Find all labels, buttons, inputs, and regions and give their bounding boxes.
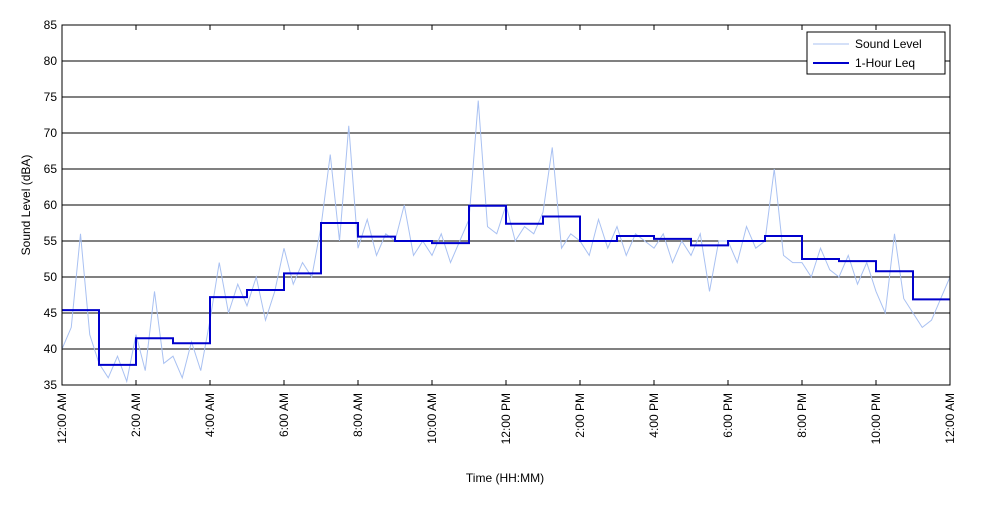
y-axis-label: Sound Level (dBA)	[19, 155, 33, 256]
x-tick-label: 8:00 PM	[795, 393, 809, 438]
y-tick-label: 85	[44, 18, 58, 32]
y-tick-label: 70	[44, 126, 58, 140]
x-tick-label: 10:00 AM	[425, 393, 439, 444]
y-tick-label: 50	[44, 270, 58, 284]
y-tick-label: 40	[44, 342, 58, 356]
y-tick-label: 75	[44, 90, 58, 104]
leq-line	[62, 204, 950, 366]
x-tick-label: 12:00 PM	[499, 393, 513, 444]
x-tick-label: 12:00 AM	[55, 393, 69, 444]
y-tick-label: 55	[44, 234, 58, 248]
y-tick-label: 60	[44, 198, 58, 212]
legend-label: 1-Hour Leq	[855, 56, 915, 70]
legend-box	[806, 31, 946, 75]
x-tick-label: 2:00 PM	[573, 393, 587, 438]
y-tick-label: 80	[44, 54, 58, 68]
x-tick-label: 6:00 AM	[277, 393, 291, 437]
plot-frame	[61, 24, 951, 386]
y-tick-label: 65	[44, 162, 58, 176]
y-tick-label: 45	[44, 306, 58, 320]
y-tick-label: 35	[44, 378, 58, 392]
x-tick-label: 8:00 AM	[351, 393, 365, 437]
x-axis-label: Time (HH:MM)	[466, 471, 544, 485]
x-tick-label: 12:00 AM	[943, 393, 957, 444]
x-tick-label: 2:00 AM	[129, 393, 143, 437]
x-tick-label: 4:00 PM	[647, 393, 661, 438]
x-tick-label: 10:00 PM	[869, 393, 883, 444]
x-tick-label: 6:00 PM	[721, 393, 735, 438]
x-tick-label: 4:00 AM	[203, 393, 217, 437]
plot-area	[62, 100, 950, 384]
legend-label: Sound Level	[855, 37, 922, 51]
